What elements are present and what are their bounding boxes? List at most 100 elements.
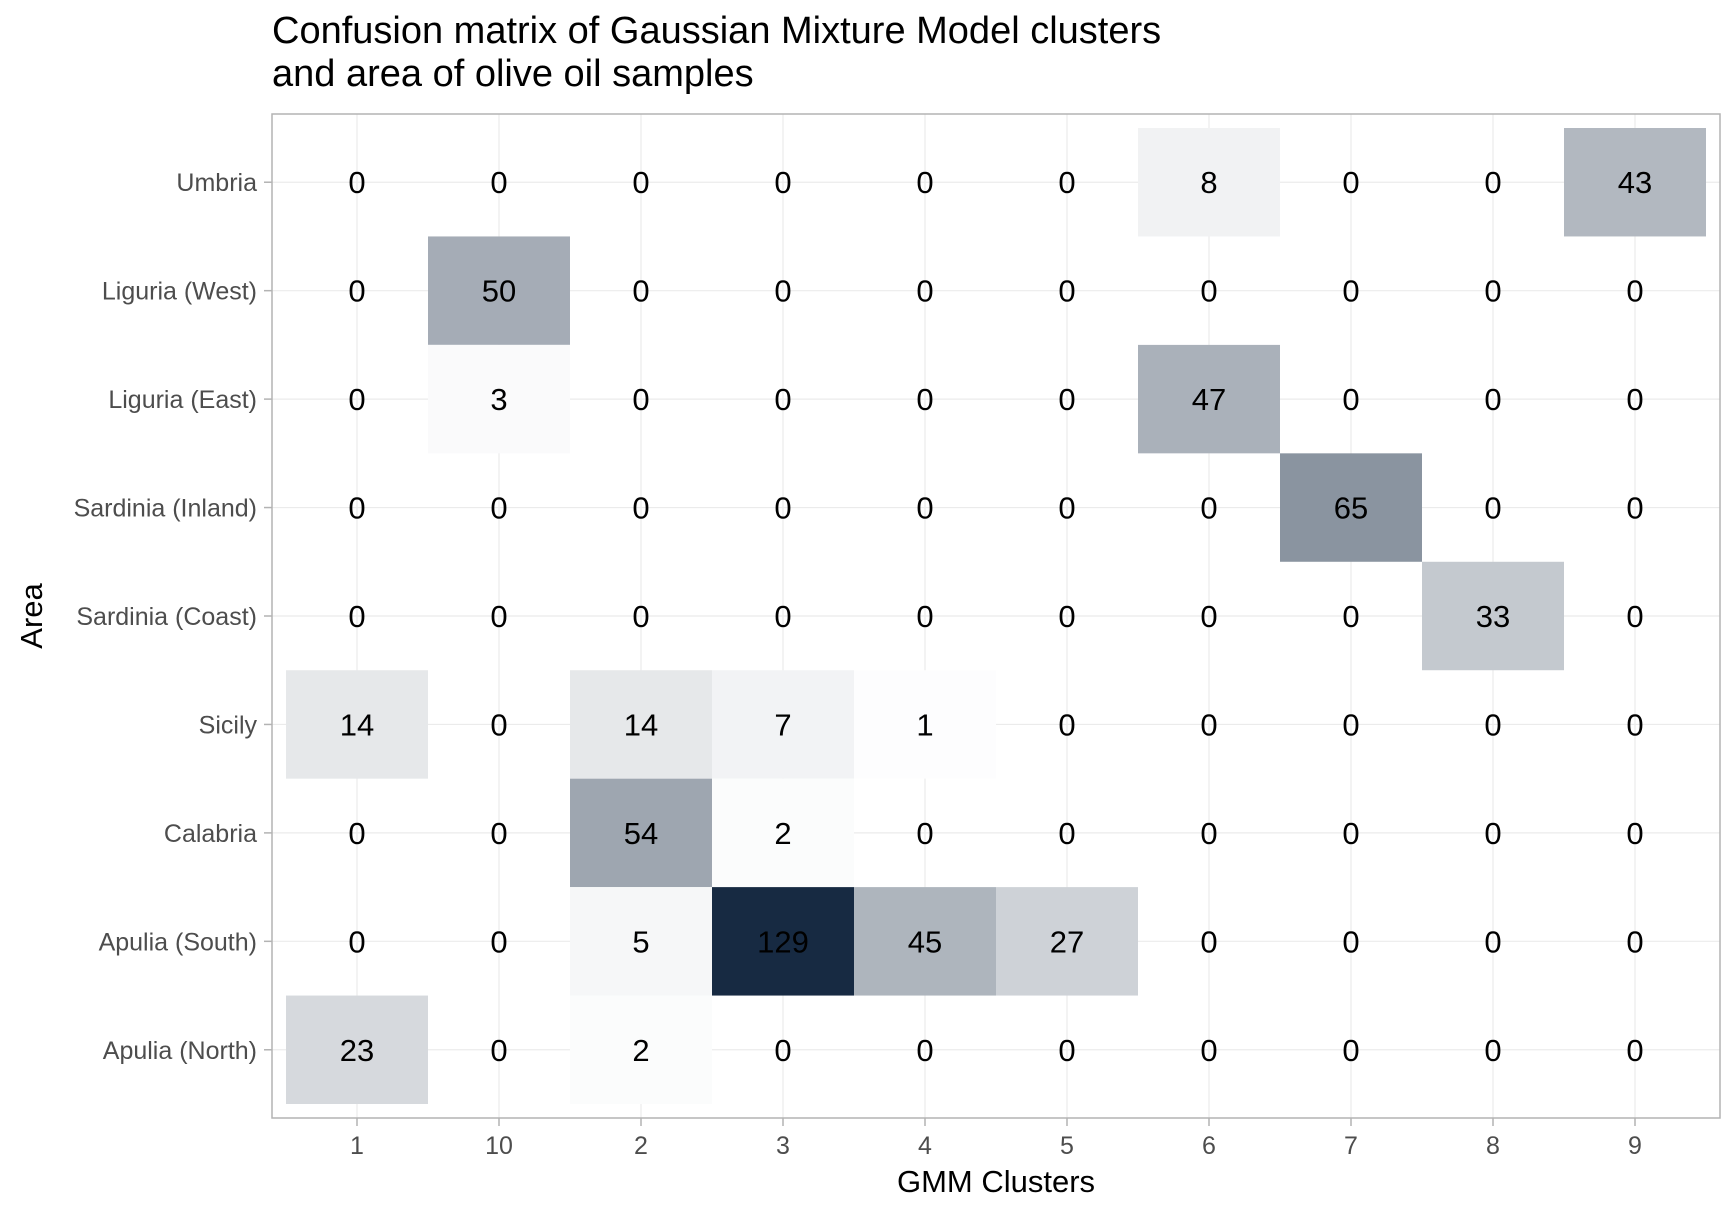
- cell-value-label: 3: [490, 382, 507, 417]
- y-tick-label: Umbria: [176, 169, 257, 197]
- cell-value-label: 0: [1200, 816, 1217, 851]
- chart-title-line-1: Confusion matrix of Gaussian Mixture Mod…: [272, 10, 1162, 52]
- cell-value-label: 0: [1342, 924, 1359, 959]
- cell-value-label: 129: [757, 924, 809, 959]
- cell-value-label: 0: [1484, 491, 1501, 526]
- cell-value-label: 0: [1058, 707, 1075, 742]
- cell-value-label: 0: [916, 491, 933, 526]
- cell-value-label: 0: [1484, 1033, 1501, 1068]
- cell-value-label: 0: [632, 165, 649, 200]
- cell-value-label: 0: [1626, 491, 1643, 526]
- x-axis-title: GMM Clusters: [897, 1164, 1095, 1199]
- heatmap-cell: [428, 344, 570, 454]
- cell-value-label: 14: [624, 707, 658, 742]
- cell-value-label: 0: [1484, 274, 1501, 309]
- cell-value-label: 0: [774, 491, 791, 526]
- cell-value-label: 0: [1200, 599, 1217, 634]
- cell-value-label: 23: [340, 1033, 374, 1068]
- cell-value-label: 0: [1200, 924, 1217, 959]
- heatmap-cell: [1138, 128, 1280, 237]
- cell-value-label: 0: [348, 816, 365, 851]
- cell-value-label: 0: [1626, 924, 1643, 959]
- cell-value-label: 47: [1192, 382, 1226, 417]
- cell-value-label: 0: [1342, 382, 1359, 417]
- x-tick-label: 4: [918, 1132, 932, 1160]
- chart-title-line-2: and area of olive oil samples: [272, 53, 754, 95]
- y-tick-label: Sardinia (Coast): [76, 603, 257, 631]
- cell-value-label: 2: [774, 816, 791, 851]
- cell-value-label: 0: [348, 382, 365, 417]
- cell-value-label: 0: [632, 382, 649, 417]
- cell-value-label: 0: [1484, 816, 1501, 851]
- cell-value-label: 0: [348, 274, 365, 309]
- heatmap-cell: [570, 670, 712, 779]
- heatmap-cell: [570, 995, 712, 1104]
- x-tick-label: 1: [350, 1132, 364, 1160]
- heatmap-cell: [996, 887, 1138, 996]
- cell-value-label: 0: [348, 491, 365, 526]
- cell-value-label: 43: [1618, 165, 1652, 200]
- cell-value-label: 0: [1484, 382, 1501, 417]
- cell-value-label: 0: [1200, 491, 1217, 526]
- cell-value-label: 0: [774, 165, 791, 200]
- heatmap-cell: [286, 670, 428, 779]
- cell-value-label: 45: [908, 924, 942, 959]
- cell-value-label: 0: [1626, 382, 1643, 417]
- cell-value-label: 0: [774, 382, 791, 417]
- cell-value-label: 0: [490, 707, 507, 742]
- cell-value-label: 1: [916, 707, 933, 742]
- cell-value-label: 0: [916, 165, 933, 200]
- cell-value-label: 7: [774, 707, 791, 742]
- heatmap-cell: [712, 887, 854, 996]
- x-tick-label: 7: [1344, 1132, 1358, 1160]
- cell-value-label: 0: [1058, 491, 1075, 526]
- cell-value-label: 0: [490, 599, 507, 634]
- cell-value-label: 0: [1342, 274, 1359, 309]
- cell-value-label: 0: [1200, 274, 1217, 309]
- heatmap-cell: [1138, 344, 1280, 454]
- cell-value-label: 0: [1058, 382, 1075, 417]
- heatmap-cell: [428, 236, 570, 345]
- chart-title: Confusion matrix of Gaussian Mixture Mod…: [272, 10, 1161, 96]
- cell-value-label: 54: [624, 816, 658, 851]
- heatmap-cell: [712, 778, 854, 888]
- cell-value-label: 0: [490, 165, 507, 200]
- cell-value-label: 0: [490, 1033, 507, 1068]
- cell-value-label: 0: [632, 491, 649, 526]
- cell-value-label: 0: [490, 924, 507, 959]
- cell-value-label: 2: [632, 1033, 649, 1068]
- heatmap-cell: [1564, 128, 1706, 237]
- heatmap-cell: [570, 887, 712, 996]
- x-tick-label: 5: [1060, 1132, 1074, 1160]
- cell-value-label: 8: [1200, 165, 1217, 200]
- x-tick-label: 9: [1628, 1132, 1642, 1160]
- cell-value-label: 0: [348, 599, 365, 634]
- x-tick-label: 2: [634, 1132, 648, 1160]
- cell-value-label: 0: [1626, 1033, 1643, 1068]
- y-tick-label: Apulia (North): [103, 1037, 257, 1065]
- heatmap-cell: [854, 887, 996, 996]
- y-tick-label: Apulia (South): [99, 928, 257, 956]
- cell-value-label: 0: [774, 1033, 791, 1068]
- cell-value-label: 0: [916, 274, 933, 309]
- y-tick-label: Calabria: [164, 820, 257, 848]
- gridlines: [272, 114, 1720, 1118]
- heatmap-cell: [570, 778, 712, 888]
- cell-value-label: 65: [1334, 491, 1368, 526]
- cell-value-label: 50: [482, 274, 516, 309]
- cell-value-label: 0: [1484, 165, 1501, 200]
- cell-value-label: 0: [1626, 816, 1643, 851]
- cell-value-label: 0: [1058, 1033, 1075, 1068]
- y-tick-label: Sardinia (Inland): [74, 495, 257, 523]
- heatmap-cell: [712, 670, 854, 779]
- cell-value-label: 0: [348, 165, 365, 200]
- cell-value-label: 0: [774, 274, 791, 309]
- cell-value-label: 0: [916, 1033, 933, 1068]
- x-tick-label: 10: [485, 1132, 513, 1160]
- cell-value-label: 14: [340, 707, 374, 742]
- cell-value-label: 0: [1626, 274, 1643, 309]
- y-tick-label: Liguria (West): [102, 278, 257, 306]
- cell-value-label: 0: [1626, 599, 1643, 634]
